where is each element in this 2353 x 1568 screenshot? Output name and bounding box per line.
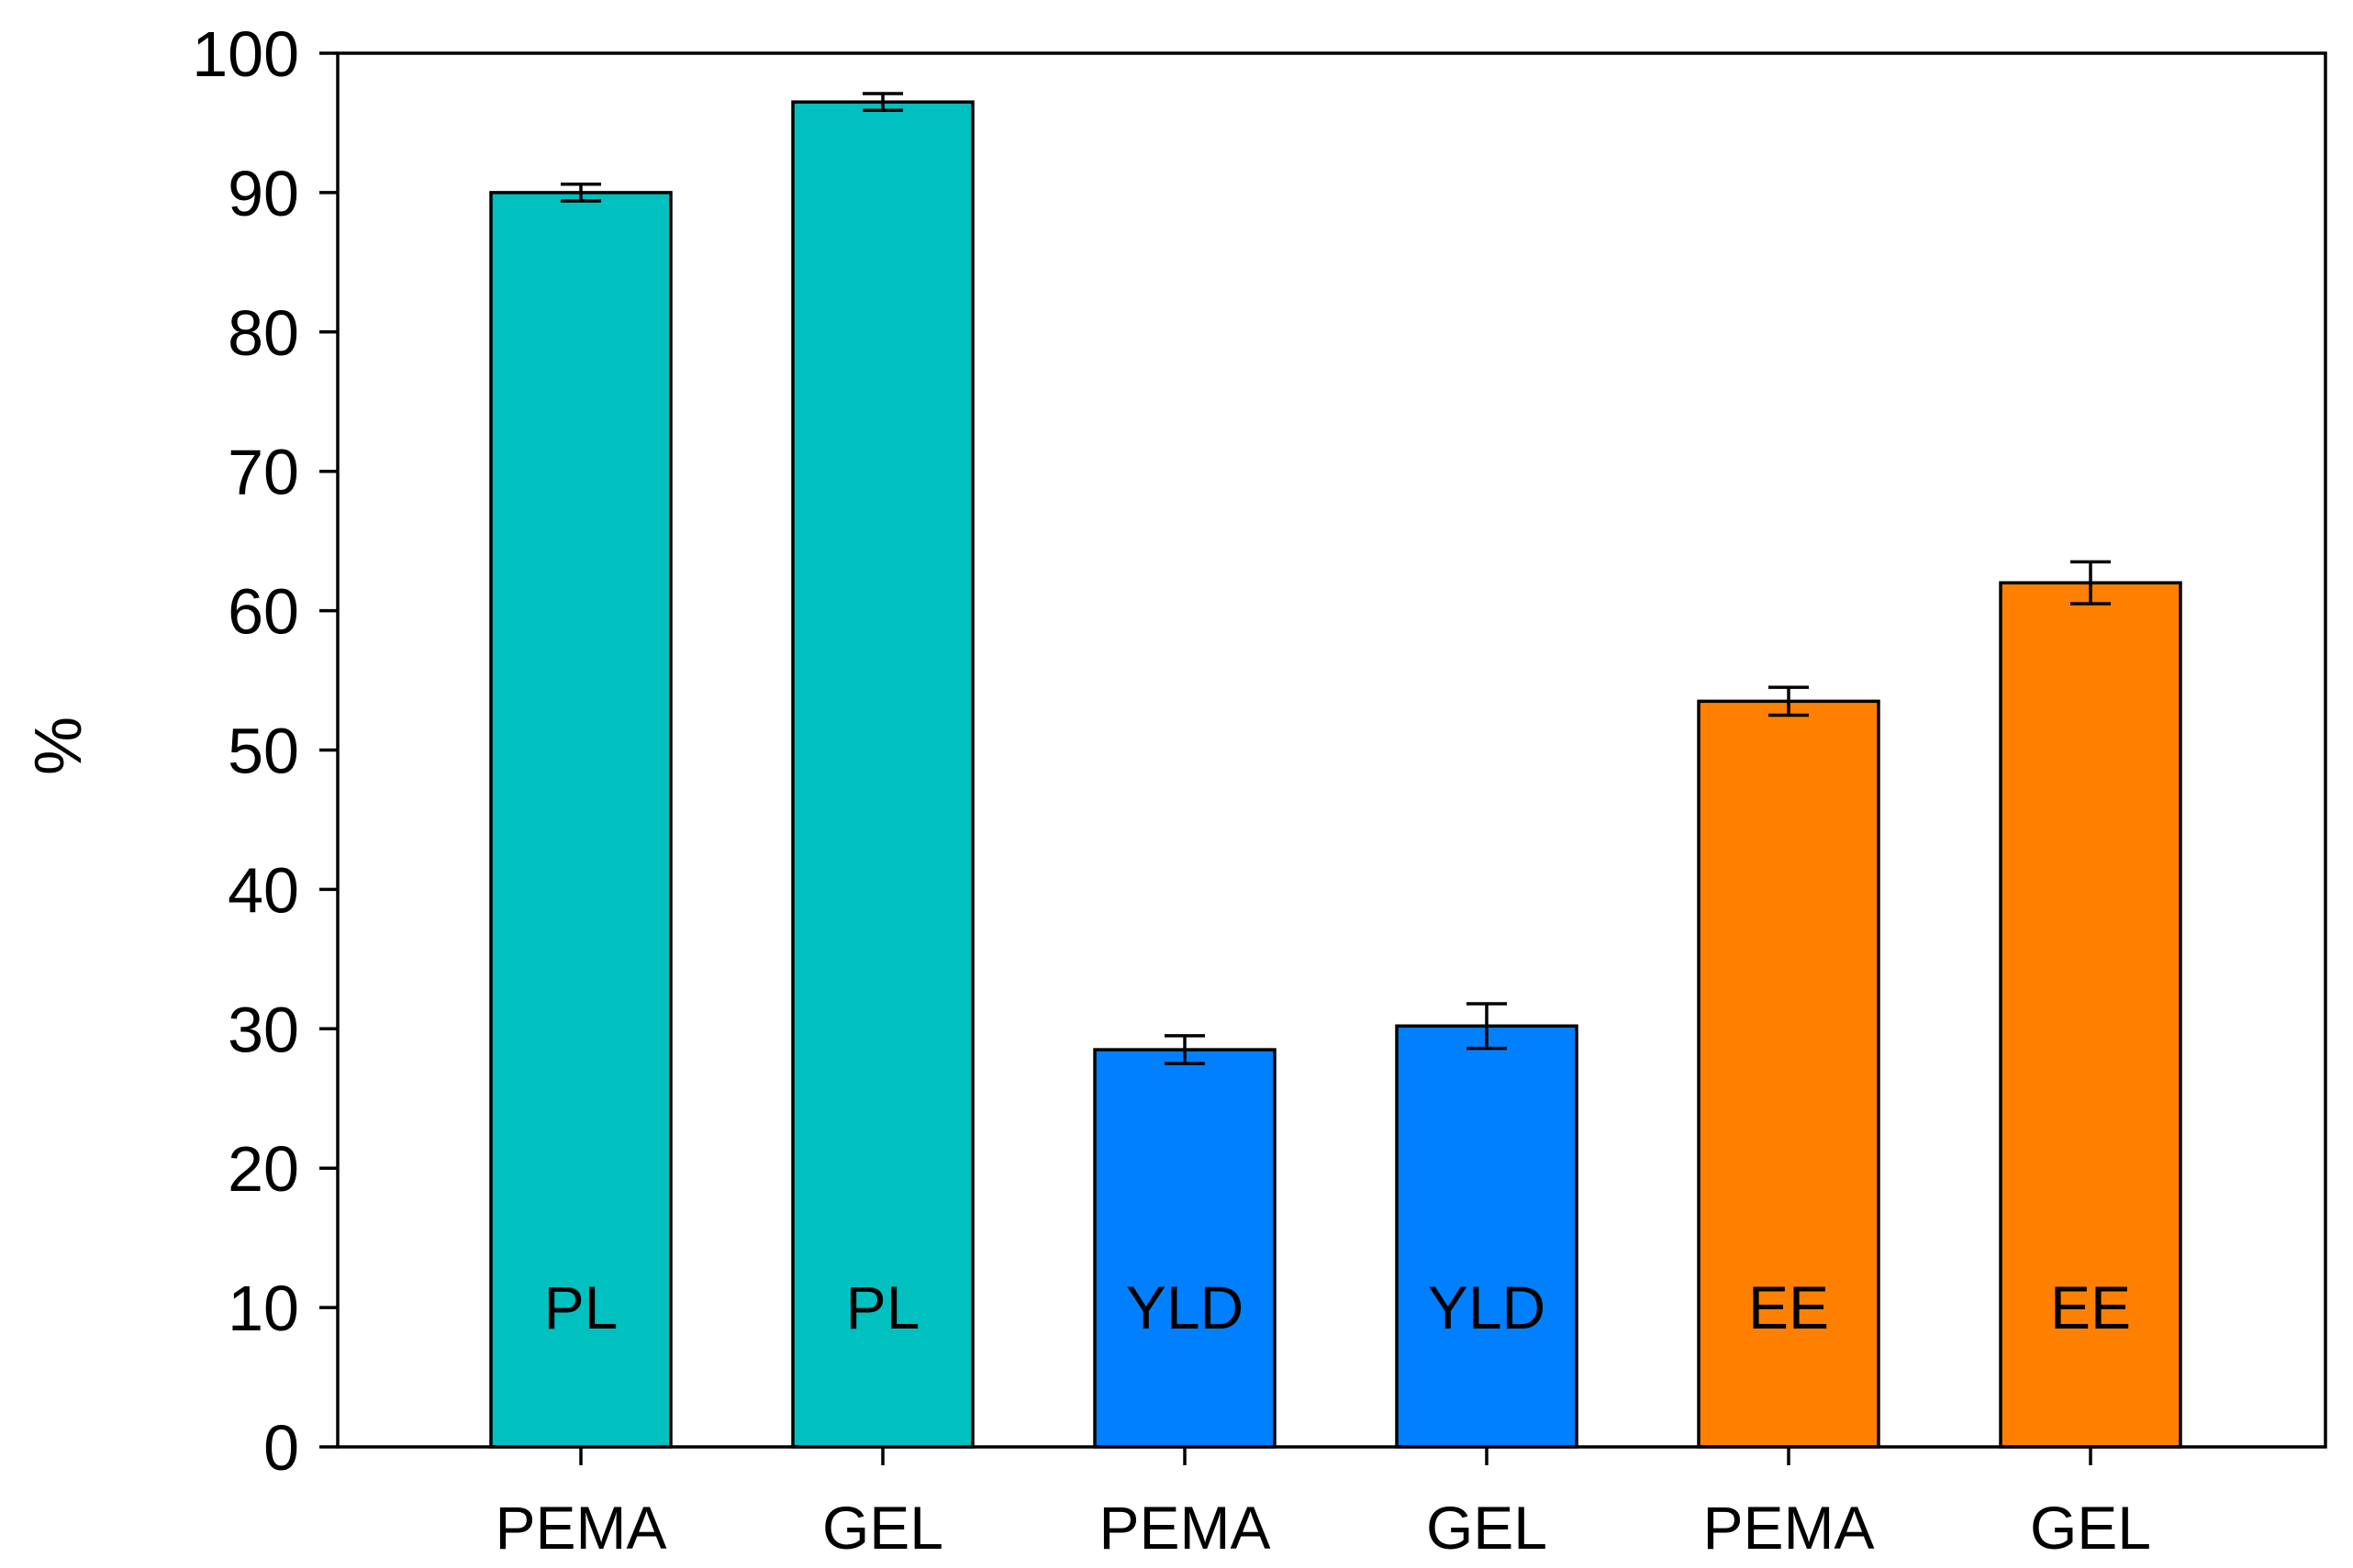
bar-label: YLD <box>1428 1273 1545 1341</box>
y-axis: 0 10 20 30 40 50 60 70 80 90 100 <box>192 18 338 1484</box>
bar-label: EE <box>2050 1273 2131 1341</box>
x-tick-label: GEL <box>1426 1494 1547 1562</box>
x-axis: PEMA GEL PEMA GEL PEMA GEL <box>495 1447 2151 1562</box>
y-tick-label: 70 <box>228 437 299 508</box>
y-tick-label: 30 <box>228 994 299 1065</box>
bars-layer <box>489 100 2182 1449</box>
y-axis-title: % <box>22 717 95 775</box>
y-tick-label: 10 <box>228 1273 299 1344</box>
x-tick-label: GEL <box>2030 1494 2151 1562</box>
x-tick-label: PEMA <box>1702 1494 1874 1562</box>
x-tick-label: PEMA <box>1098 1494 1270 1562</box>
error-bars-layer <box>561 92 2111 1066</box>
x-tick-label: GEL <box>822 1494 943 1562</box>
bar <box>489 191 673 1449</box>
bar-label: YLD <box>1126 1273 1243 1341</box>
bar-labels-layer: PL PL YLD YLD EE EE <box>544 1273 2131 1341</box>
bar <box>1093 1048 1277 1449</box>
y-tick-label: 20 <box>228 1133 299 1205</box>
y-tick-label: 50 <box>228 716 299 787</box>
bar <box>791 100 975 1449</box>
y-tick-label: 0 <box>263 1412 299 1484</box>
bar-label: PL <box>846 1273 920 1341</box>
bar-label: PL <box>544 1273 619 1341</box>
y-tick-label: 40 <box>228 854 299 926</box>
bar-label: EE <box>1748 1273 1829 1341</box>
y-tick-label: 80 <box>228 297 299 369</box>
bar <box>1395 1024 1578 1449</box>
y-tick-label: 60 <box>228 576 299 648</box>
y-tick-label: 100 <box>192 18 299 90</box>
x-tick-label: PEMA <box>495 1494 666 1562</box>
y-tick-label: 90 <box>228 158 299 229</box>
